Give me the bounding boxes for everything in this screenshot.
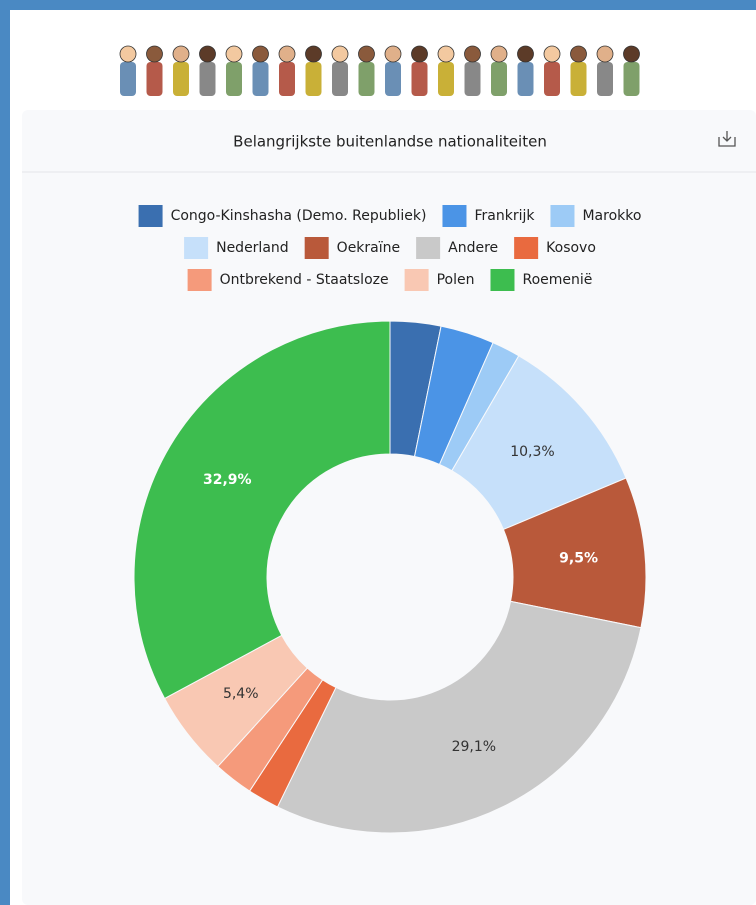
person-head xyxy=(624,46,640,62)
person-head xyxy=(226,46,242,62)
person-body xyxy=(359,62,375,96)
person-body xyxy=(412,62,428,96)
data-label: 5,4% xyxy=(223,686,259,702)
person-body xyxy=(173,62,189,96)
person-head xyxy=(173,46,189,62)
person-head xyxy=(544,46,560,62)
chart: Belangrijkste buitenlandse nationaliteit… xyxy=(0,0,756,905)
legend-swatch xyxy=(184,237,208,259)
download-button[interactable] xyxy=(719,131,735,146)
person-body xyxy=(518,62,534,96)
people-illustration xyxy=(120,46,640,96)
legend-swatch xyxy=(139,205,163,227)
legend-swatch xyxy=(550,205,574,227)
data-label: 29,1% xyxy=(452,739,496,755)
person-head xyxy=(597,46,613,62)
legend-swatch xyxy=(188,269,212,291)
person-head xyxy=(518,46,534,62)
data-label: 32,9% xyxy=(203,472,252,488)
legend-label: Oekraïne xyxy=(337,240,400,256)
slice xyxy=(134,321,390,698)
legend-label: Frankrijk xyxy=(474,208,535,224)
person-body xyxy=(491,62,507,96)
person-body xyxy=(253,62,269,96)
person-head xyxy=(332,46,348,62)
person-head xyxy=(571,46,587,62)
person-body xyxy=(597,62,613,96)
person-body xyxy=(226,62,242,96)
chart-title: Belangrijkste buitenlandse nationaliteit… xyxy=(233,133,547,151)
legend-swatch xyxy=(514,237,538,259)
person-body xyxy=(385,62,401,96)
person-body xyxy=(544,62,560,96)
legend-label: Congo-Kinshasha (Demo. Republiek) xyxy=(171,208,427,224)
legend-label: Andere xyxy=(448,240,498,256)
legend-label: Marokko xyxy=(582,208,641,224)
person-head xyxy=(359,46,375,62)
person-head xyxy=(253,46,269,62)
legend-swatch xyxy=(405,269,429,291)
slice xyxy=(277,601,640,833)
person-body xyxy=(624,62,640,96)
legend-label: Kosovo xyxy=(546,240,596,256)
person-head xyxy=(120,46,136,62)
person-head xyxy=(306,46,322,62)
legend-swatch xyxy=(305,237,329,259)
person-head xyxy=(412,46,428,62)
data-label: 10,3% xyxy=(510,444,554,460)
person-head xyxy=(279,46,295,62)
download-arrow[interactable] xyxy=(723,131,731,141)
legend-label: Roemenië xyxy=(522,272,592,288)
legend-swatch xyxy=(442,205,466,227)
person-head xyxy=(147,46,163,62)
legend-label: Ontbrekend - Staatsloze xyxy=(220,272,389,288)
person-head xyxy=(385,46,401,62)
person-body xyxy=(306,62,322,96)
person-body xyxy=(332,62,348,96)
person-body xyxy=(120,62,136,96)
person-head xyxy=(491,46,507,62)
person-body xyxy=(200,62,216,96)
person-body xyxy=(147,62,163,96)
person-body xyxy=(279,62,295,96)
legend-swatch xyxy=(416,237,440,259)
legend-label: Polen xyxy=(437,272,475,288)
data-label: 9,5% xyxy=(559,550,598,566)
person-head xyxy=(200,46,216,62)
legend-swatch xyxy=(490,269,514,291)
legend-label: Nederland xyxy=(216,240,289,256)
person-head xyxy=(465,46,481,62)
person-body xyxy=(438,62,454,96)
person-head xyxy=(438,46,454,62)
person-body xyxy=(571,62,587,96)
person-body xyxy=(465,62,481,96)
